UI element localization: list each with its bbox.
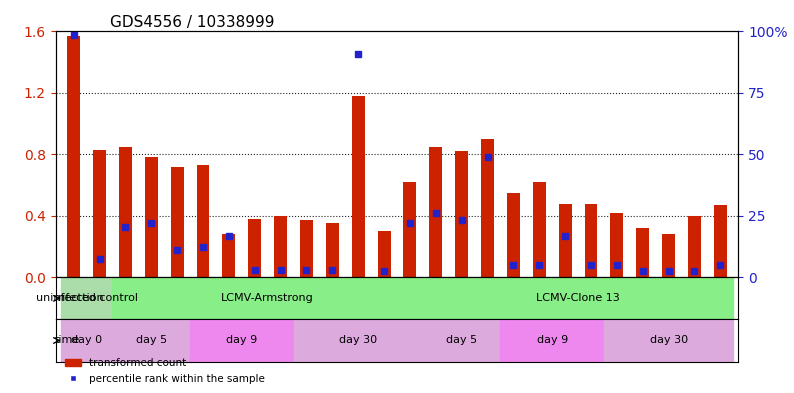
Bar bbox=[636, 228, 649, 277]
Bar bbox=[113, 320, 190, 362]
Bar bbox=[714, 205, 727, 277]
Bar bbox=[171, 167, 183, 277]
Text: time: time bbox=[55, 336, 80, 345]
Bar bbox=[688, 216, 701, 277]
Bar bbox=[662, 234, 675, 277]
Bar bbox=[423, 277, 733, 320]
Text: day 30: day 30 bbox=[339, 336, 377, 345]
Text: uninfected control: uninfected control bbox=[36, 293, 137, 303]
Bar bbox=[300, 220, 313, 277]
Text: day 9: day 9 bbox=[226, 336, 257, 345]
Bar bbox=[113, 277, 423, 320]
Bar bbox=[584, 204, 597, 277]
Bar bbox=[378, 231, 391, 277]
Bar bbox=[61, 277, 113, 320]
Bar bbox=[93, 150, 106, 277]
Bar bbox=[507, 193, 520, 277]
Bar bbox=[559, 204, 572, 277]
Text: GDS4556 / 10338999: GDS4556 / 10338999 bbox=[110, 15, 275, 30]
Text: infection: infection bbox=[55, 293, 104, 303]
Text: LCMV-Clone 13: LCMV-Clone 13 bbox=[536, 293, 620, 303]
Text: day 5: day 5 bbox=[136, 336, 167, 345]
Bar bbox=[190, 320, 294, 362]
Legend: transformed count, percentile rank within the sample: transformed count, percentile rank withi… bbox=[61, 354, 269, 388]
Bar bbox=[455, 151, 468, 277]
Bar bbox=[481, 139, 494, 277]
Bar bbox=[274, 216, 287, 277]
Bar bbox=[145, 158, 158, 277]
Bar bbox=[500, 320, 604, 362]
Bar bbox=[61, 320, 113, 362]
Text: LCMV-Armstrong: LCMV-Armstrong bbox=[222, 293, 314, 303]
Bar bbox=[197, 165, 210, 277]
Text: day 30: day 30 bbox=[649, 336, 688, 345]
Bar bbox=[119, 147, 132, 277]
Bar bbox=[326, 224, 339, 277]
Text: day 9: day 9 bbox=[537, 336, 568, 345]
Bar bbox=[249, 219, 261, 277]
Bar bbox=[533, 182, 545, 277]
Bar bbox=[67, 36, 80, 277]
Bar bbox=[294, 320, 423, 362]
Bar bbox=[222, 234, 235, 277]
Text: day 0: day 0 bbox=[71, 336, 102, 345]
Bar bbox=[403, 182, 416, 277]
Bar bbox=[423, 320, 500, 362]
Bar bbox=[430, 147, 442, 277]
Bar bbox=[604, 320, 733, 362]
Text: day 5: day 5 bbox=[446, 336, 477, 345]
Bar bbox=[611, 213, 623, 277]
Bar bbox=[352, 96, 364, 277]
